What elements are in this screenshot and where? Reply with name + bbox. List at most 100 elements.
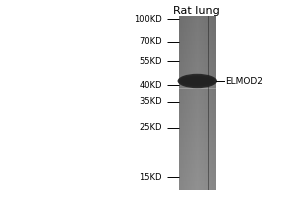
Bar xyxy=(178,107,216,109)
Bar xyxy=(178,162,216,164)
Bar xyxy=(178,109,216,110)
Bar xyxy=(178,183,216,184)
Bar xyxy=(178,171,216,173)
Bar xyxy=(186,16,187,190)
Bar xyxy=(197,16,198,190)
Bar xyxy=(190,16,191,190)
Ellipse shape xyxy=(184,78,211,84)
Bar xyxy=(191,16,192,190)
Bar xyxy=(178,186,216,187)
Bar xyxy=(178,94,216,96)
Bar xyxy=(178,120,216,122)
Bar xyxy=(178,52,216,54)
Bar xyxy=(178,32,216,33)
Bar xyxy=(178,178,216,180)
Bar xyxy=(178,125,216,126)
Bar xyxy=(178,74,216,75)
Bar xyxy=(204,16,205,190)
Text: ELMOD2: ELMOD2 xyxy=(225,76,263,86)
Bar xyxy=(178,141,216,142)
Bar xyxy=(178,23,216,25)
Bar xyxy=(178,112,216,113)
Bar xyxy=(180,16,181,190)
Bar xyxy=(178,161,216,162)
Text: 70KD: 70KD xyxy=(140,38,162,46)
Bar xyxy=(178,145,216,146)
Bar xyxy=(213,16,214,190)
Bar xyxy=(203,16,204,190)
Bar xyxy=(178,35,216,36)
Bar xyxy=(178,126,216,128)
Bar xyxy=(205,16,206,190)
Bar xyxy=(178,135,216,136)
Bar xyxy=(178,28,216,29)
Bar xyxy=(178,38,216,39)
Bar xyxy=(178,75,216,77)
Bar xyxy=(184,16,185,190)
Bar xyxy=(178,104,216,106)
Bar xyxy=(178,78,216,80)
Bar xyxy=(178,155,216,157)
Bar xyxy=(178,49,216,51)
Bar xyxy=(178,42,216,44)
Bar xyxy=(178,96,216,97)
Bar xyxy=(178,80,216,81)
Bar xyxy=(178,152,216,154)
Bar xyxy=(178,62,216,64)
Bar xyxy=(178,86,216,87)
Bar xyxy=(178,91,216,93)
Bar xyxy=(207,16,208,190)
Bar xyxy=(178,44,216,45)
Bar xyxy=(178,184,216,186)
Bar xyxy=(178,110,216,112)
Bar xyxy=(178,57,216,58)
Bar xyxy=(212,16,213,190)
Bar xyxy=(195,16,196,190)
Bar xyxy=(214,16,215,190)
Bar xyxy=(178,168,216,170)
Text: 35KD: 35KD xyxy=(140,98,162,106)
Bar xyxy=(178,115,216,116)
Bar xyxy=(178,16,216,17)
Bar xyxy=(178,116,216,117)
Bar xyxy=(206,16,207,190)
Bar xyxy=(178,39,216,41)
Bar xyxy=(178,158,216,160)
Bar xyxy=(178,54,216,55)
Bar xyxy=(178,60,216,61)
Bar xyxy=(178,33,216,35)
Bar xyxy=(178,55,216,57)
Bar xyxy=(178,142,216,144)
Bar xyxy=(178,170,216,171)
Bar xyxy=(178,26,216,28)
Bar xyxy=(178,151,216,152)
Bar xyxy=(178,117,216,119)
Bar xyxy=(178,181,216,183)
Bar xyxy=(178,97,216,99)
Bar xyxy=(178,48,216,49)
Bar xyxy=(194,16,195,190)
Bar xyxy=(215,16,216,190)
Bar xyxy=(201,16,202,190)
Text: 55KD: 55KD xyxy=(140,56,162,66)
Bar xyxy=(188,16,189,190)
Bar xyxy=(178,174,216,176)
Bar xyxy=(178,136,216,138)
Bar xyxy=(178,36,216,38)
Bar xyxy=(209,16,210,190)
Bar xyxy=(178,149,216,151)
Bar xyxy=(178,131,216,132)
Bar xyxy=(182,16,183,190)
Ellipse shape xyxy=(178,74,217,88)
Bar xyxy=(178,128,216,129)
Ellipse shape xyxy=(181,76,214,86)
Bar xyxy=(178,102,216,103)
Bar xyxy=(178,138,216,139)
Bar xyxy=(178,41,216,42)
Bar xyxy=(178,139,216,141)
Bar xyxy=(178,83,216,84)
Text: 15KD: 15KD xyxy=(140,172,162,182)
Bar xyxy=(178,17,216,19)
Bar xyxy=(178,88,216,90)
Bar xyxy=(178,123,216,125)
